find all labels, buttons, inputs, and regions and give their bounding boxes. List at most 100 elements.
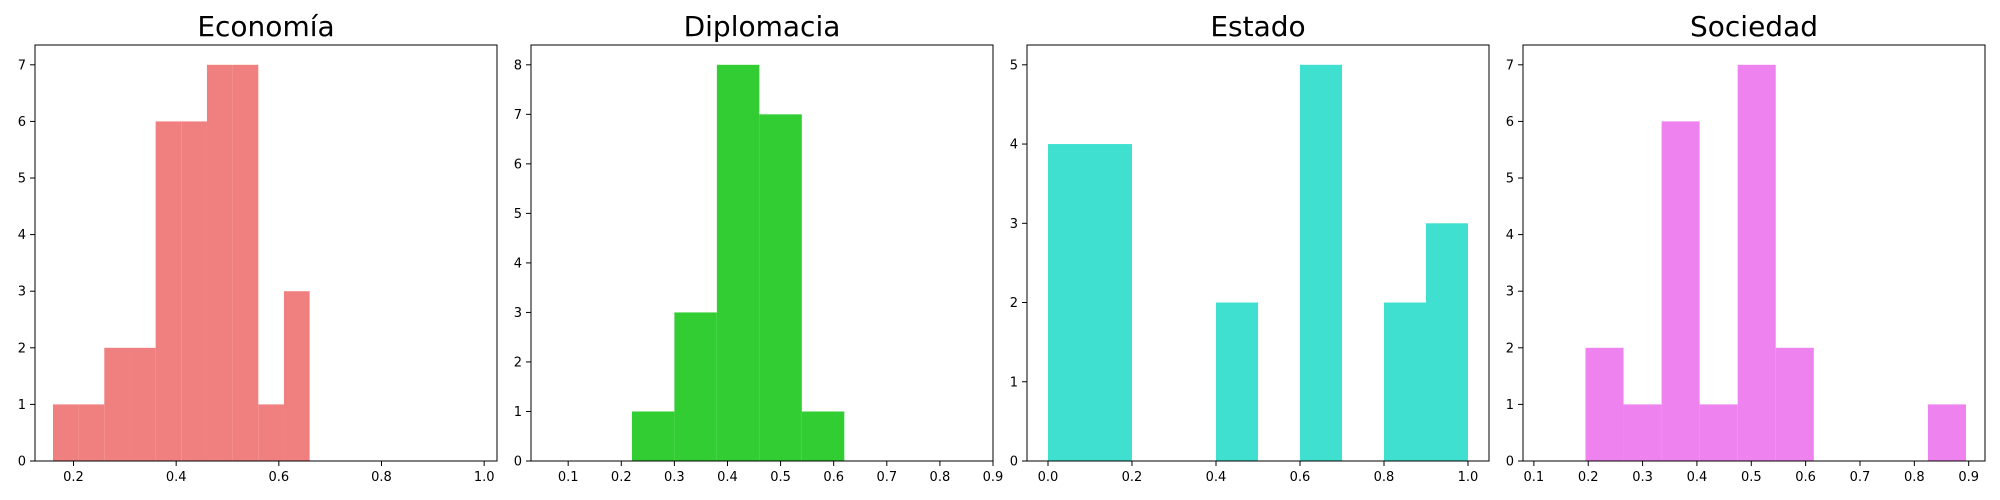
- axes-frame: [34, 44, 498, 462]
- panel-economia: Economía 0.2 0.4 0.6 0.8 1.0 0 1 2 3 4 5 6 7: [18, 10, 498, 485]
- histogram-bar: [232, 64, 259, 462]
- x-tick-label: 0.5: [1741, 470, 1762, 485]
- panel-estado: Estado 0.0 0.2 0.4 0.6 0.8 1.0 0 1 2 3 4 5: [1010, 10, 1490, 485]
- histogram-bar: [674, 312, 717, 461]
- y-tick-label: 1: [18, 398, 26, 413]
- y-tick-label: 4: [1506, 228, 1514, 243]
- x-tick-label: 0.2: [63, 470, 84, 485]
- x-tick-label: 0.5: [770, 470, 791, 485]
- y-tick-label: 2: [18, 341, 26, 356]
- y-tick-label: 2: [1506, 341, 1514, 356]
- histogram-bar: [155, 121, 182, 461]
- y-tick-label: 5: [18, 172, 26, 187]
- y-tick-label: 1: [1506, 398, 1514, 413]
- y-tick-label: 7: [1506, 58, 1514, 73]
- y-tick-label: 3: [514, 306, 522, 321]
- y-tick-label: 2: [514, 355, 522, 370]
- histogram-bar: [52, 404, 79, 461]
- x-tick-label: 0.6: [1290, 470, 1311, 485]
- x-tick-label: 0.9: [1958, 470, 1979, 485]
- y-tick-label: 3: [1506, 285, 1514, 300]
- x-tick-label: 0.8: [1374, 470, 1395, 485]
- y-tick-label: 2: [1010, 296, 1018, 311]
- y-tick-label: 5: [514, 207, 522, 222]
- panel-sociedad: Sociedad 0.1 0.2 0.3 0.4 0.5 0.6 0.7 0.8 0.9 0 1 2 3…: [1506, 10, 1986, 485]
- x-tick-label: 0.4: [166, 470, 187, 485]
- y-tick-label: 5: [1506, 172, 1514, 187]
- histogram-bar: [1623, 404, 1662, 461]
- x-tick-label: 0.8: [1904, 470, 1925, 485]
- x-tick-label: 0.2: [611, 470, 632, 485]
- histogram-bar: [1927, 404, 1966, 461]
- y-tick-label: 0: [1010, 455, 1018, 470]
- y-tick-label: 4: [514, 256, 522, 271]
- histogram-bar: [1048, 144, 1090, 462]
- y-tick-label: 4: [18, 228, 26, 243]
- x-tick-label: 0.0: [1038, 470, 1059, 485]
- x-tick-label: 0.6: [823, 470, 844, 485]
- histogram-bar: [78, 404, 105, 461]
- y-tick-label: 7: [514, 108, 522, 123]
- y-tick-label: 0: [514, 455, 522, 470]
- x-tick-label: 0.6: [1795, 470, 1816, 485]
- x-tick-label: 0.4: [1206, 470, 1227, 485]
- histogram-bar: [1216, 302, 1258, 461]
- x-tick-label: 0.9: [983, 470, 1004, 485]
- histogram-bar: [1426, 223, 1468, 461]
- y-tick-label: 0: [1506, 455, 1514, 470]
- histogram-bar: [801, 411, 845, 461]
- histogram-bar: [1775, 347, 1814, 461]
- x-tick-label: 0.8: [371, 470, 392, 485]
- histogram-bar: [206, 64, 233, 462]
- histogram-bar: [1699, 404, 1738, 461]
- y-tick-label: 7: [18, 58, 26, 73]
- chart-title: Sociedad: [1690, 10, 1818, 43]
- histogram-bar: [258, 404, 284, 461]
- histogram-bar: [1300, 64, 1342, 462]
- x-tick-label: 0.4: [1687, 470, 1708, 485]
- histogram-bar: [283, 291, 310, 461]
- y-tick-label: 6: [514, 157, 522, 172]
- axes-frame: [530, 44, 994, 462]
- histogram-bar: [716, 64, 760, 462]
- x-tick-label: 0.3: [664, 470, 685, 485]
- x-tick-label: 0.1: [558, 470, 579, 485]
- x-tick-label: 0.2: [1578, 470, 1599, 485]
- histogram-bar: [759, 114, 802, 461]
- histogram-bar: [181, 121, 207, 461]
- y-tick-label: 5: [1010, 58, 1018, 73]
- axes-frame: [1026, 44, 1490, 462]
- y-tick-label: 6: [1506, 115, 1514, 130]
- histogram-bar: [1384, 302, 1426, 461]
- chart-title: Diplomacia: [684, 10, 841, 43]
- x-tick-label: 0.6: [268, 470, 289, 485]
- y-tick-label: 1: [1010, 375, 1018, 390]
- histogram-bar: [1737, 64, 1776, 462]
- x-tick-label: 0.7: [1850, 470, 1871, 485]
- x-tick-label: 0.7: [876, 470, 897, 485]
- histogram-bar: [1661, 121, 1700, 461]
- histogram-bar: [1585, 347, 1624, 461]
- y-tick-label: 3: [18, 285, 26, 300]
- x-tick-label: 0.2: [1122, 470, 1143, 485]
- histogram-bar: [129, 347, 156, 461]
- x-tick-label: 0.4: [717, 470, 738, 485]
- y-tick-label: 8: [514, 58, 522, 73]
- chart-title: Economía: [197, 10, 334, 43]
- histogram-bar: [1090, 144, 1132, 462]
- x-tick-label: 1.0: [1458, 470, 1479, 485]
- panel-diplomacia: Diplomacia 0.1 0.2 0.3 0.4 0.5 0.6 0.7 0.8 0.9 0 1…: [514, 10, 1004, 485]
- y-tick-label: 6: [18, 115, 26, 130]
- y-tick-label: 1: [514, 405, 522, 420]
- histogram-bar: [104, 347, 130, 461]
- x-tick-label: 0.3: [1632, 470, 1653, 485]
- x-tick-label: 1.0: [474, 470, 495, 485]
- x-tick-label: 0.1: [1524, 470, 1545, 485]
- y-tick-label: 3: [1010, 217, 1018, 232]
- y-tick-label: 0: [18, 455, 26, 470]
- y-tick-label: 4: [1010, 138, 1018, 153]
- x-tick-label: 0.8: [930, 470, 951, 485]
- chart-title: Estado: [1210, 10, 1305, 43]
- histogram-bar: [631, 411, 675, 461]
